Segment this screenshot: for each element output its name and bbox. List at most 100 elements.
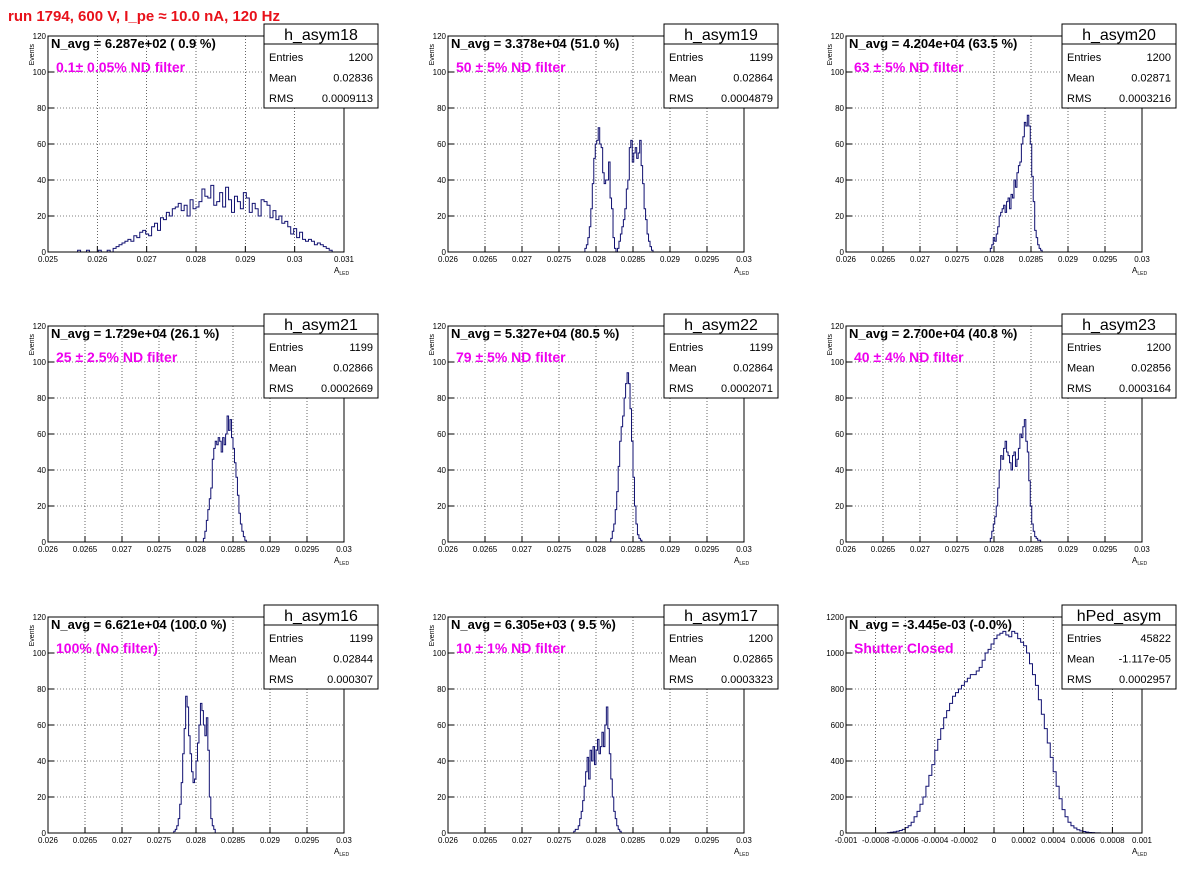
x-tick-label: 0.0265: [871, 545, 896, 554]
n-avg-annotation: N_avg = -3.445e-03 (-0.0%): [849, 617, 1012, 632]
stats-value: 45822: [1140, 633, 1171, 645]
x-axis-label-subscript: LED: [739, 852, 749, 858]
stats-value: 0.02871: [1131, 73, 1171, 85]
x-tick-label: 0.028: [984, 255, 1005, 264]
x-tick-label: 0.0285: [221, 545, 246, 554]
x-tick-label: 0.0285: [1019, 255, 1044, 264]
x-tick-label: 0.0275: [547, 836, 572, 845]
stats-value: 0.0003323: [721, 674, 773, 686]
x-tick-label: 0.026: [87, 255, 108, 264]
stats-box: [263, 23, 379, 109]
x-tick-label: 0.026: [836, 545, 857, 554]
x-tick-label: 0.0295: [1093, 545, 1118, 554]
y-tick-label: 80: [437, 104, 446, 113]
stats-value: 0.0002669: [321, 383, 373, 395]
x-tick-label: 0.028: [186, 836, 207, 845]
filter-label: 25 ± 2.5% ND filter: [56, 349, 178, 365]
x-tick-label: 0.0285: [621, 545, 646, 554]
y-tick-label: 0: [840, 248, 845, 257]
stats-value: 0.02865: [733, 654, 773, 666]
x-tick-label: 0.0275: [547, 545, 572, 554]
histogram-panel-h_asym18: 0.025 0.026 0.027 0.028 0.029 0.03 0.031 0 20 40 6…: [29, 23, 379, 277]
y-tick-label: 100: [831, 68, 845, 77]
x-tick-label: 0.03: [736, 545, 752, 554]
histogram-series-line: [202, 415, 247, 542]
stats-label: Mean: [269, 73, 297, 85]
stats-box: [263, 604, 379, 690]
y-tick-label: 20: [37, 212, 46, 221]
y-tick-label: 20: [437, 212, 446, 221]
x-tick-label: 0.0004: [1041, 836, 1066, 845]
y-tick-label: 120: [433, 613, 447, 622]
x-axis-label-subscript: LED: [1137, 271, 1147, 277]
x-tick-label: 0.031: [334, 255, 355, 264]
histogram-name: h_asym20: [1082, 27, 1156, 44]
histogram-panel-h_asym22: 0.026 0.0265 0.027 0.0275 0.028 0.0285 0.029 0.…: [429, 313, 779, 567]
y-tick-label: 20: [437, 793, 446, 802]
y-tick-label: 100: [831, 358, 845, 367]
y-tick-label: 40: [437, 176, 446, 185]
stats-label: RMS: [669, 674, 693, 686]
stats-label: Mean: [269, 654, 297, 666]
x-tick-label: 0.026: [836, 255, 857, 264]
y-axis-label: Events: [29, 44, 36, 66]
y-tick-label: 0: [42, 248, 47, 257]
stats-box: [663, 604, 779, 690]
x-axis-label: ALED: [734, 266, 749, 277]
x-tick-label: 0.027: [512, 836, 533, 845]
stats-label: Mean: [669, 73, 697, 85]
y-tick-label: 120: [831, 322, 845, 331]
histogram-series-line: [173, 695, 216, 833]
x-tick-label: 0.0265: [871, 255, 896, 264]
x-tick-label: 0.03: [336, 836, 352, 845]
x-tick-label: 0.029: [1058, 255, 1079, 264]
stats-label: Entries: [269, 633, 304, 645]
stats-value: 0.0004879: [721, 93, 773, 105]
x-tick-label: 0.0295: [695, 255, 720, 264]
histogram-name: h_asym19: [684, 27, 758, 44]
n-avg-annotation: N_avg = 6.621e+04 (100.0 %): [51, 617, 227, 632]
y-tick-label: 600: [831, 721, 845, 730]
y-tick-label: 40: [37, 757, 46, 766]
x-tick-label: 0.027: [112, 545, 133, 554]
stats-label: Entries: [1067, 342, 1102, 354]
stats-label: Mean: [1067, 363, 1095, 375]
y-tick-label: 100: [433, 358, 447, 367]
x-tick-label: 0.0275: [547, 255, 572, 264]
histogram-name: h_asym21: [284, 317, 358, 334]
stats-value: 0.02864: [733, 363, 773, 375]
n-avg-annotation: N_avg = 6.287e+02 ( 0.9 %): [51, 36, 216, 51]
y-tick-label: 60: [37, 430, 46, 439]
x-tick-label: 0.0002: [1011, 836, 1036, 845]
x-tick-label: -0.0006: [892, 836, 920, 845]
stats-box: [663, 313, 779, 399]
histogram-series-line: [573, 706, 622, 833]
y-tick-label: 40: [437, 757, 446, 766]
x-axis-label: ALED: [334, 847, 349, 858]
y-tick-label: 40: [835, 466, 844, 475]
x-axis-label: ALED: [1132, 266, 1147, 277]
x-tick-label: 0.03: [336, 545, 352, 554]
stats-value: 0.0003216: [1119, 93, 1171, 105]
filter-label: 63 ± 5% ND filter: [854, 59, 964, 75]
x-axis-label: ALED: [734, 556, 749, 567]
x-tick-label: 0.027: [137, 255, 158, 264]
y-tick-label: 400: [831, 757, 845, 766]
x-tick-label: 0.027: [112, 836, 133, 845]
y-tick-label: 20: [835, 502, 844, 511]
y-axis-label: Events: [429, 625, 436, 647]
stats-value: 0.02866: [333, 363, 373, 375]
filter-label: 40 ± 4% ND filter: [854, 349, 964, 365]
x-axis-label-subscript: LED: [339, 271, 349, 277]
filter-label: 100% (No filter): [56, 640, 158, 656]
stats-value: 0.0002071: [721, 383, 773, 395]
x-tick-label: 0.026: [38, 836, 59, 845]
y-tick-label: 60: [437, 140, 446, 149]
y-tick-label: 1000: [826, 649, 844, 658]
stats-label: RMS: [1067, 383, 1091, 395]
x-tick-label: 0.0265: [73, 545, 98, 554]
x-tick-label: 0.0285: [221, 836, 246, 845]
histogram-series-line: [989, 419, 1042, 542]
histogram-panel-h_asym16: 0.026 0.0265 0.027 0.0275 0.028 0.0285 0.029 0.…: [29, 604, 379, 858]
x-tick-label: 0.029: [660, 545, 681, 554]
